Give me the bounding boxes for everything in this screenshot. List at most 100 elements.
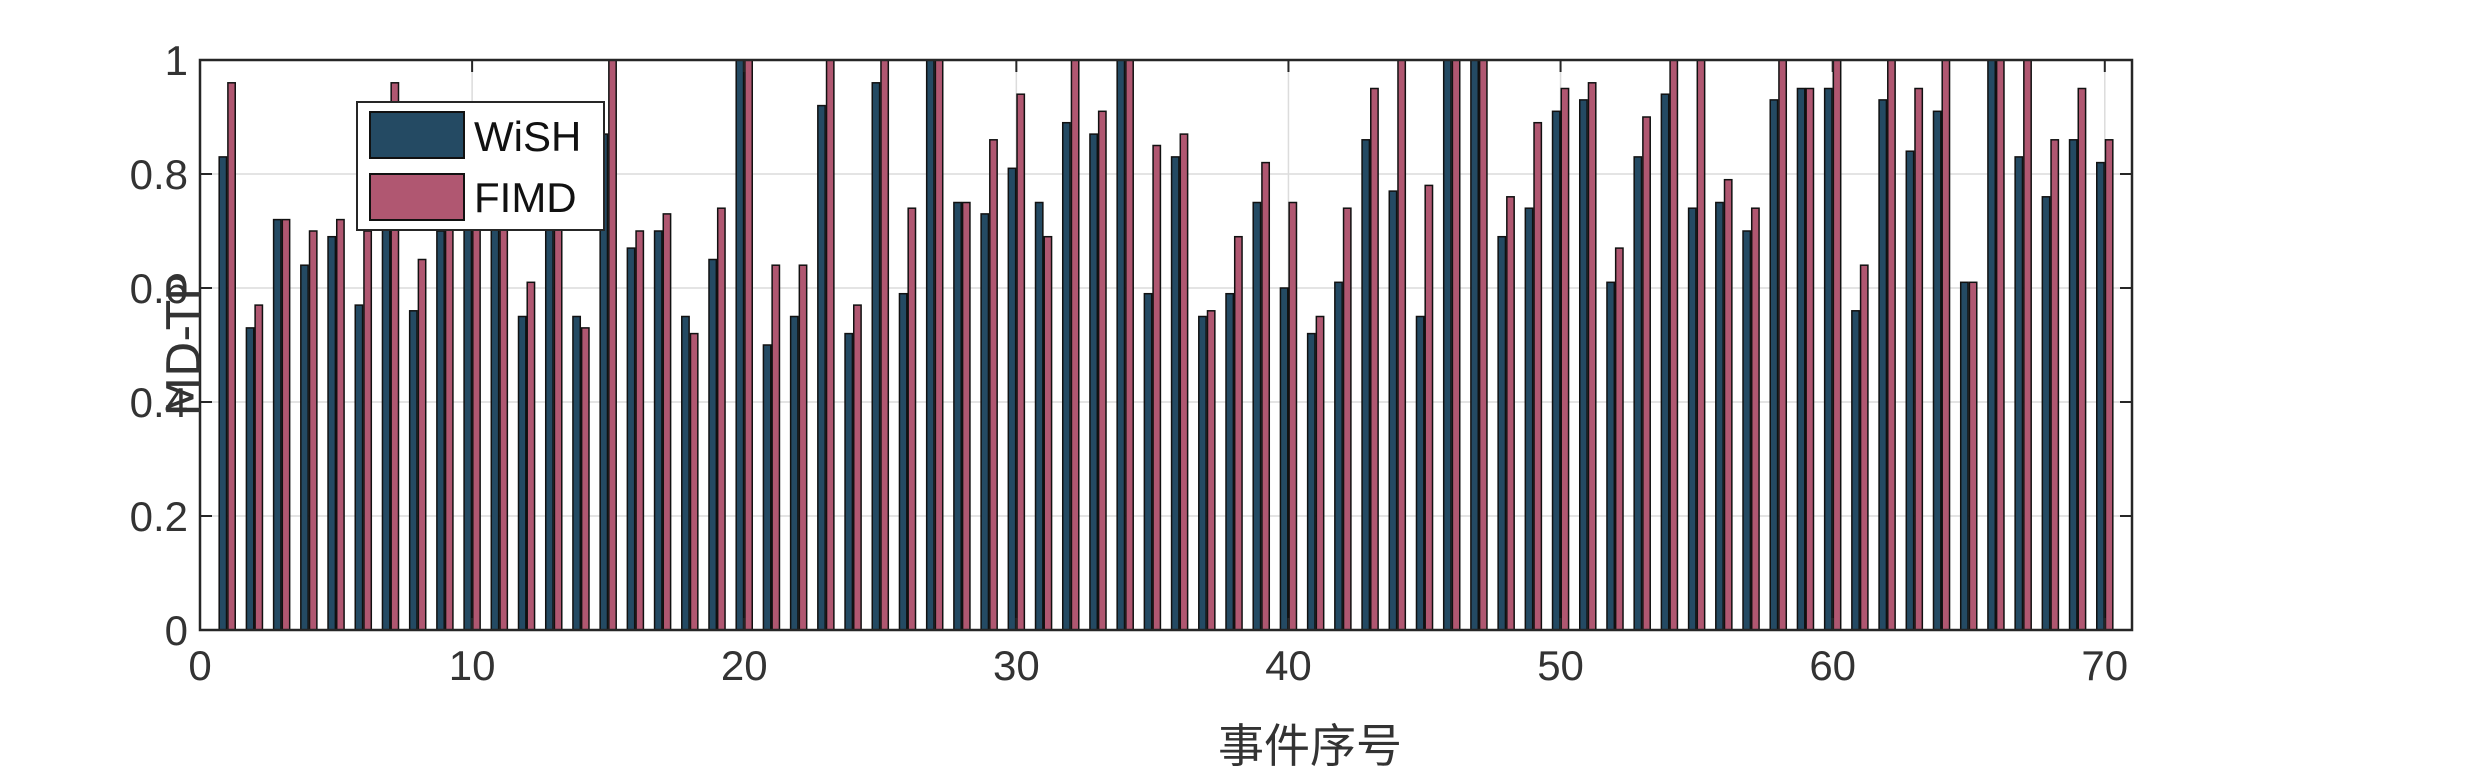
bar-fimd-58 [1778, 59, 1788, 631]
bar-series [218, 59, 2114, 631]
bar-fimd-15 [608, 59, 617, 631]
legend-label-wish: WiSH [474, 113, 581, 160]
bar-fimd-50 [1560, 87, 1570, 631]
bar-fimd-17 [662, 213, 672, 631]
y-tick-label: 1 [165, 37, 188, 84]
bar-fimd-25 [880, 59, 890, 631]
bar-fimd-51 [1587, 82, 1597, 631]
bar-fimd-70 [2104, 139, 2114, 631]
bar-fimd-48 [1506, 196, 1515, 631]
bar-fimd-68 [2050, 139, 2060, 631]
bar-fimd-12 [526, 281, 536, 631]
bar-fimd-24 [853, 304, 862, 631]
bar-fimd-32 [1070, 59, 1080, 631]
bar-fimd-39 [1261, 161, 1271, 631]
bar-fimd-4 [308, 230, 318, 631]
bar-fimd-56 [1723, 178, 1733, 631]
bar-wish-21 [762, 344, 772, 631]
bar-wish-64 [1932, 110, 1942, 631]
bar-fimd-61 [1859, 264, 1869, 631]
x-tick-labels: 0 10 20 30 40 50 60 70 [188, 642, 2128, 689]
bar-wish-38 [1225, 292, 1235, 631]
bar-wish-43 [1361, 139, 1371, 631]
bar-wish-16 [626, 247, 636, 631]
bar-fimd-35 [1152, 144, 1162, 631]
bar-wish-65 [1959, 281, 1969, 631]
bar-fimd-37 [1206, 310, 1216, 631]
x-tick-label: 20 [721, 642, 768, 689]
bar-fimd-63 [1914, 87, 1924, 631]
x-tick-label: 40 [1265, 642, 1312, 689]
bar-wish-45 [1415, 315, 1425, 631]
bar-wish-11 [490, 184, 500, 631]
bar-fimd-64 [1941, 59, 1951, 631]
bar-wish-12 [517, 315, 527, 631]
bar-wish-7 [381, 218, 391, 631]
x-tick-label: 50 [1537, 642, 1584, 689]
bar-wish-66 [1987, 59, 1997, 631]
legend: WiSH FIMD [356, 101, 605, 231]
plot-frame [198, 58, 2134, 632]
bar-fimd-49 [1533, 121, 1543, 631]
bar-fimd-53 [1642, 116, 1651, 631]
bar-wish-56 [1715, 201, 1724, 631]
bar-fimd-59 [1805, 87, 1815, 631]
bar-wish-18 [681, 315, 690, 631]
bar-fimd-5 [335, 218, 345, 631]
bar-wish-51 [1578, 99, 1588, 631]
bar-wish-52 [1606, 281, 1616, 631]
bar-wish-57 [1742, 230, 1752, 631]
bar-wish-59 [1796, 87, 1806, 631]
bar-fimd-62 [1887, 59, 1896, 631]
bar-wish-22 [789, 315, 799, 631]
bar-fimd-31 [1043, 235, 1053, 631]
bar-fimd-57 [1750, 207, 1760, 631]
bar-wish-54 [1660, 93, 1670, 631]
bar-wish-63 [1905, 150, 1915, 631]
bar-wish-61 [1851, 310, 1860, 631]
bar-wish-50 [1551, 110, 1561, 631]
bar-wish-33 [1089, 133, 1099, 631]
bar-fimd-54 [1669, 59, 1679, 631]
x-tick-label: 10 [449, 642, 496, 689]
bar-fimd-27 [934, 59, 944, 631]
bar-wish-8 [408, 310, 418, 631]
x-axis-label: 事件序号 [1218, 719, 1402, 773]
bar-fimd-43 [1370, 87, 1379, 631]
y-tick-label: 0.4 [130, 379, 188, 426]
bar-wish-62 [1878, 99, 1888, 631]
bar-fimd-23 [825, 59, 835, 631]
bar-fimd-28 [961, 201, 971, 631]
bar-wish-4 [300, 264, 309, 631]
bar-wish-47 [1470, 59, 1479, 631]
bar-fimd-45 [1424, 184, 1434, 631]
bar-wish-34 [1116, 59, 1126, 631]
bar-fimd-22 [798, 264, 808, 631]
bar-fimd-38 [1233, 235, 1243, 631]
bar-wish-70 [2096, 161, 2105, 631]
y-tick-label: 0.2 [130, 493, 188, 540]
legend-swatch-fimd [369, 173, 465, 221]
bar-fimd-18 [689, 332, 699, 631]
bar-fimd-8 [417, 258, 427, 631]
bar-wish-60 [1823, 87, 1833, 631]
bar-wish-14 [572, 315, 582, 631]
bar-wish-68 [2041, 196, 2051, 631]
bar-fimd-20 [744, 59, 754, 631]
bar-wish-3 [272, 218, 282, 631]
bar-wish-1 [218, 156, 228, 631]
bar-wish-39 [1252, 201, 1262, 631]
bar-wish-13 [544, 173, 554, 631]
bar-fimd-40 [1288, 201, 1298, 631]
y-tick-label: 0.6 [130, 265, 188, 312]
bar-wish-58 [1769, 99, 1779, 631]
bar-wish-17 [653, 230, 663, 631]
bar-wish-35 [1143, 292, 1153, 631]
legend-swatch-wish [369, 111, 465, 159]
bar-fimd-2 [254, 304, 264, 631]
bar-wish-25 [871, 82, 881, 631]
bar-wish-41 [1306, 332, 1316, 631]
bar-fimd-19 [716, 207, 726, 631]
bar-wish-5 [327, 235, 337, 631]
